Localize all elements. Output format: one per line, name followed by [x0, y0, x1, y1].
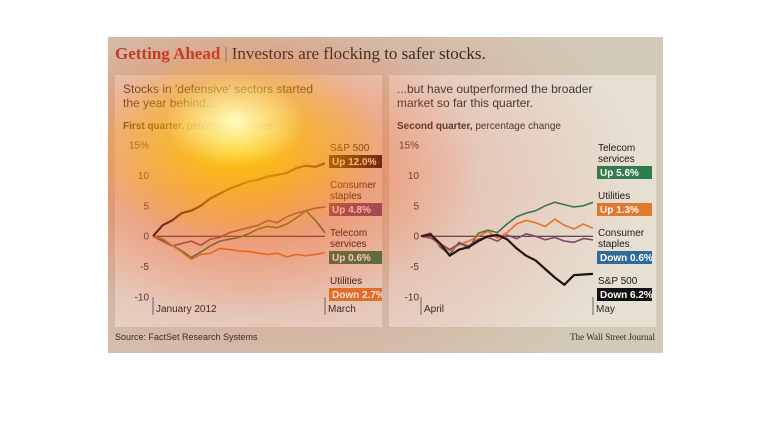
- q2-x-start-label: April: [424, 304, 444, 315]
- q1-series-line-utilities: [152, 235, 326, 261]
- q1-series-name-sp500: S&P 500: [330, 143, 370, 154]
- q1-ytick-label: 10: [138, 171, 150, 182]
- q2-badge-label-utilities: Up 1.3%: [600, 205, 639, 216]
- graphic-title: Getting Ahead | Investors are flocking to …: [115, 44, 486, 64]
- first-quarter-panel: Stocks in 'defensive' sectors started th…: [115, 75, 382, 327]
- q1-x-end-label: March: [328, 304, 356, 315]
- q1-series-name-telecom: services: [330, 239, 367, 250]
- q2-series-name-consumer_staples: Consumer: [598, 228, 645, 239]
- q1-series-name-consumer_staples: staples: [330, 191, 362, 202]
- q1-ytick-label: 15%: [129, 141, 149, 152]
- q2-series-name-utilities: Utilities: [598, 191, 630, 202]
- q2-badge-label-consumer_staples: Down 0.6%: [600, 253, 653, 264]
- q2-ytick-label: 10: [408, 171, 420, 182]
- q2-series-name-sp500: S&P 500: [598, 276, 638, 287]
- q2-badge-label-sp500: Down 6.2%: [600, 290, 653, 301]
- q2-series-name-consumer_staples: staples: [598, 239, 630, 250]
- q1-ytick-label: 5: [143, 201, 149, 212]
- q1-badge-label-sp500: Up 12.0%: [332, 157, 377, 168]
- q1-x-start-label: January 2012: [156, 304, 217, 315]
- q2-ytick-label: 0: [413, 232, 419, 243]
- q2-ytick-label: 15%: [399, 141, 419, 152]
- q2-ytick-label: -5: [410, 262, 419, 273]
- chart-graphic: Getting Ahead | Investors are flocking to …: [108, 37, 663, 353]
- source-note: Source: FactSet Research Systems: [115, 332, 258, 342]
- q2-badge-label-telecom: Up 5.6%: [600, 168, 639, 179]
- second-quarter-panel: ...but have outperformed the broader mar…: [389, 75, 656, 327]
- q1-badge-label-telecom: Up 0.6%: [332, 253, 371, 264]
- title-rest: Investors are flocking to safer stocks.: [231, 44, 486, 63]
- q2-series-name-telecom: Telecom: [598, 143, 635, 154]
- q2-x-end-label: May: [596, 304, 615, 315]
- q1-ytick-label: 0: [143, 232, 149, 243]
- q1-series-line-sp500: [152, 162, 326, 237]
- q2-series-name-telecom: services: [598, 154, 635, 165]
- q2-ytick-label: -10: [405, 293, 420, 304]
- q1-series-name-utilities: Utilities: [330, 276, 362, 287]
- q1-series-name-telecom: Telecom: [330, 228, 367, 239]
- title-main: Getting Ahead: [115, 44, 221, 63]
- q1-badge-label-consumer_staples: Up 4.8%: [332, 205, 371, 216]
- q2-series-line-telecom: [420, 201, 594, 256]
- first-quarter-chart: 15% 10 5 0 -5 -10 January 2012 March S&P 500 Up 1…: [129, 141, 382, 315]
- credit-note: The Wall Street Journal: [570, 332, 655, 342]
- q2-ytick-label: 5: [413, 201, 419, 212]
- q1-ytick-label: -5: [140, 262, 149, 273]
- q1-series-line-consumer_staples: [152, 206, 326, 247]
- q1-badge-label-utilities: Down 2.7%: [332, 290, 382, 301]
- title-separator: |: [224, 44, 228, 63]
- q1-series-name-consumer_staples: Consumer: [330, 180, 377, 191]
- q1-ytick-label: -10: [135, 293, 150, 304]
